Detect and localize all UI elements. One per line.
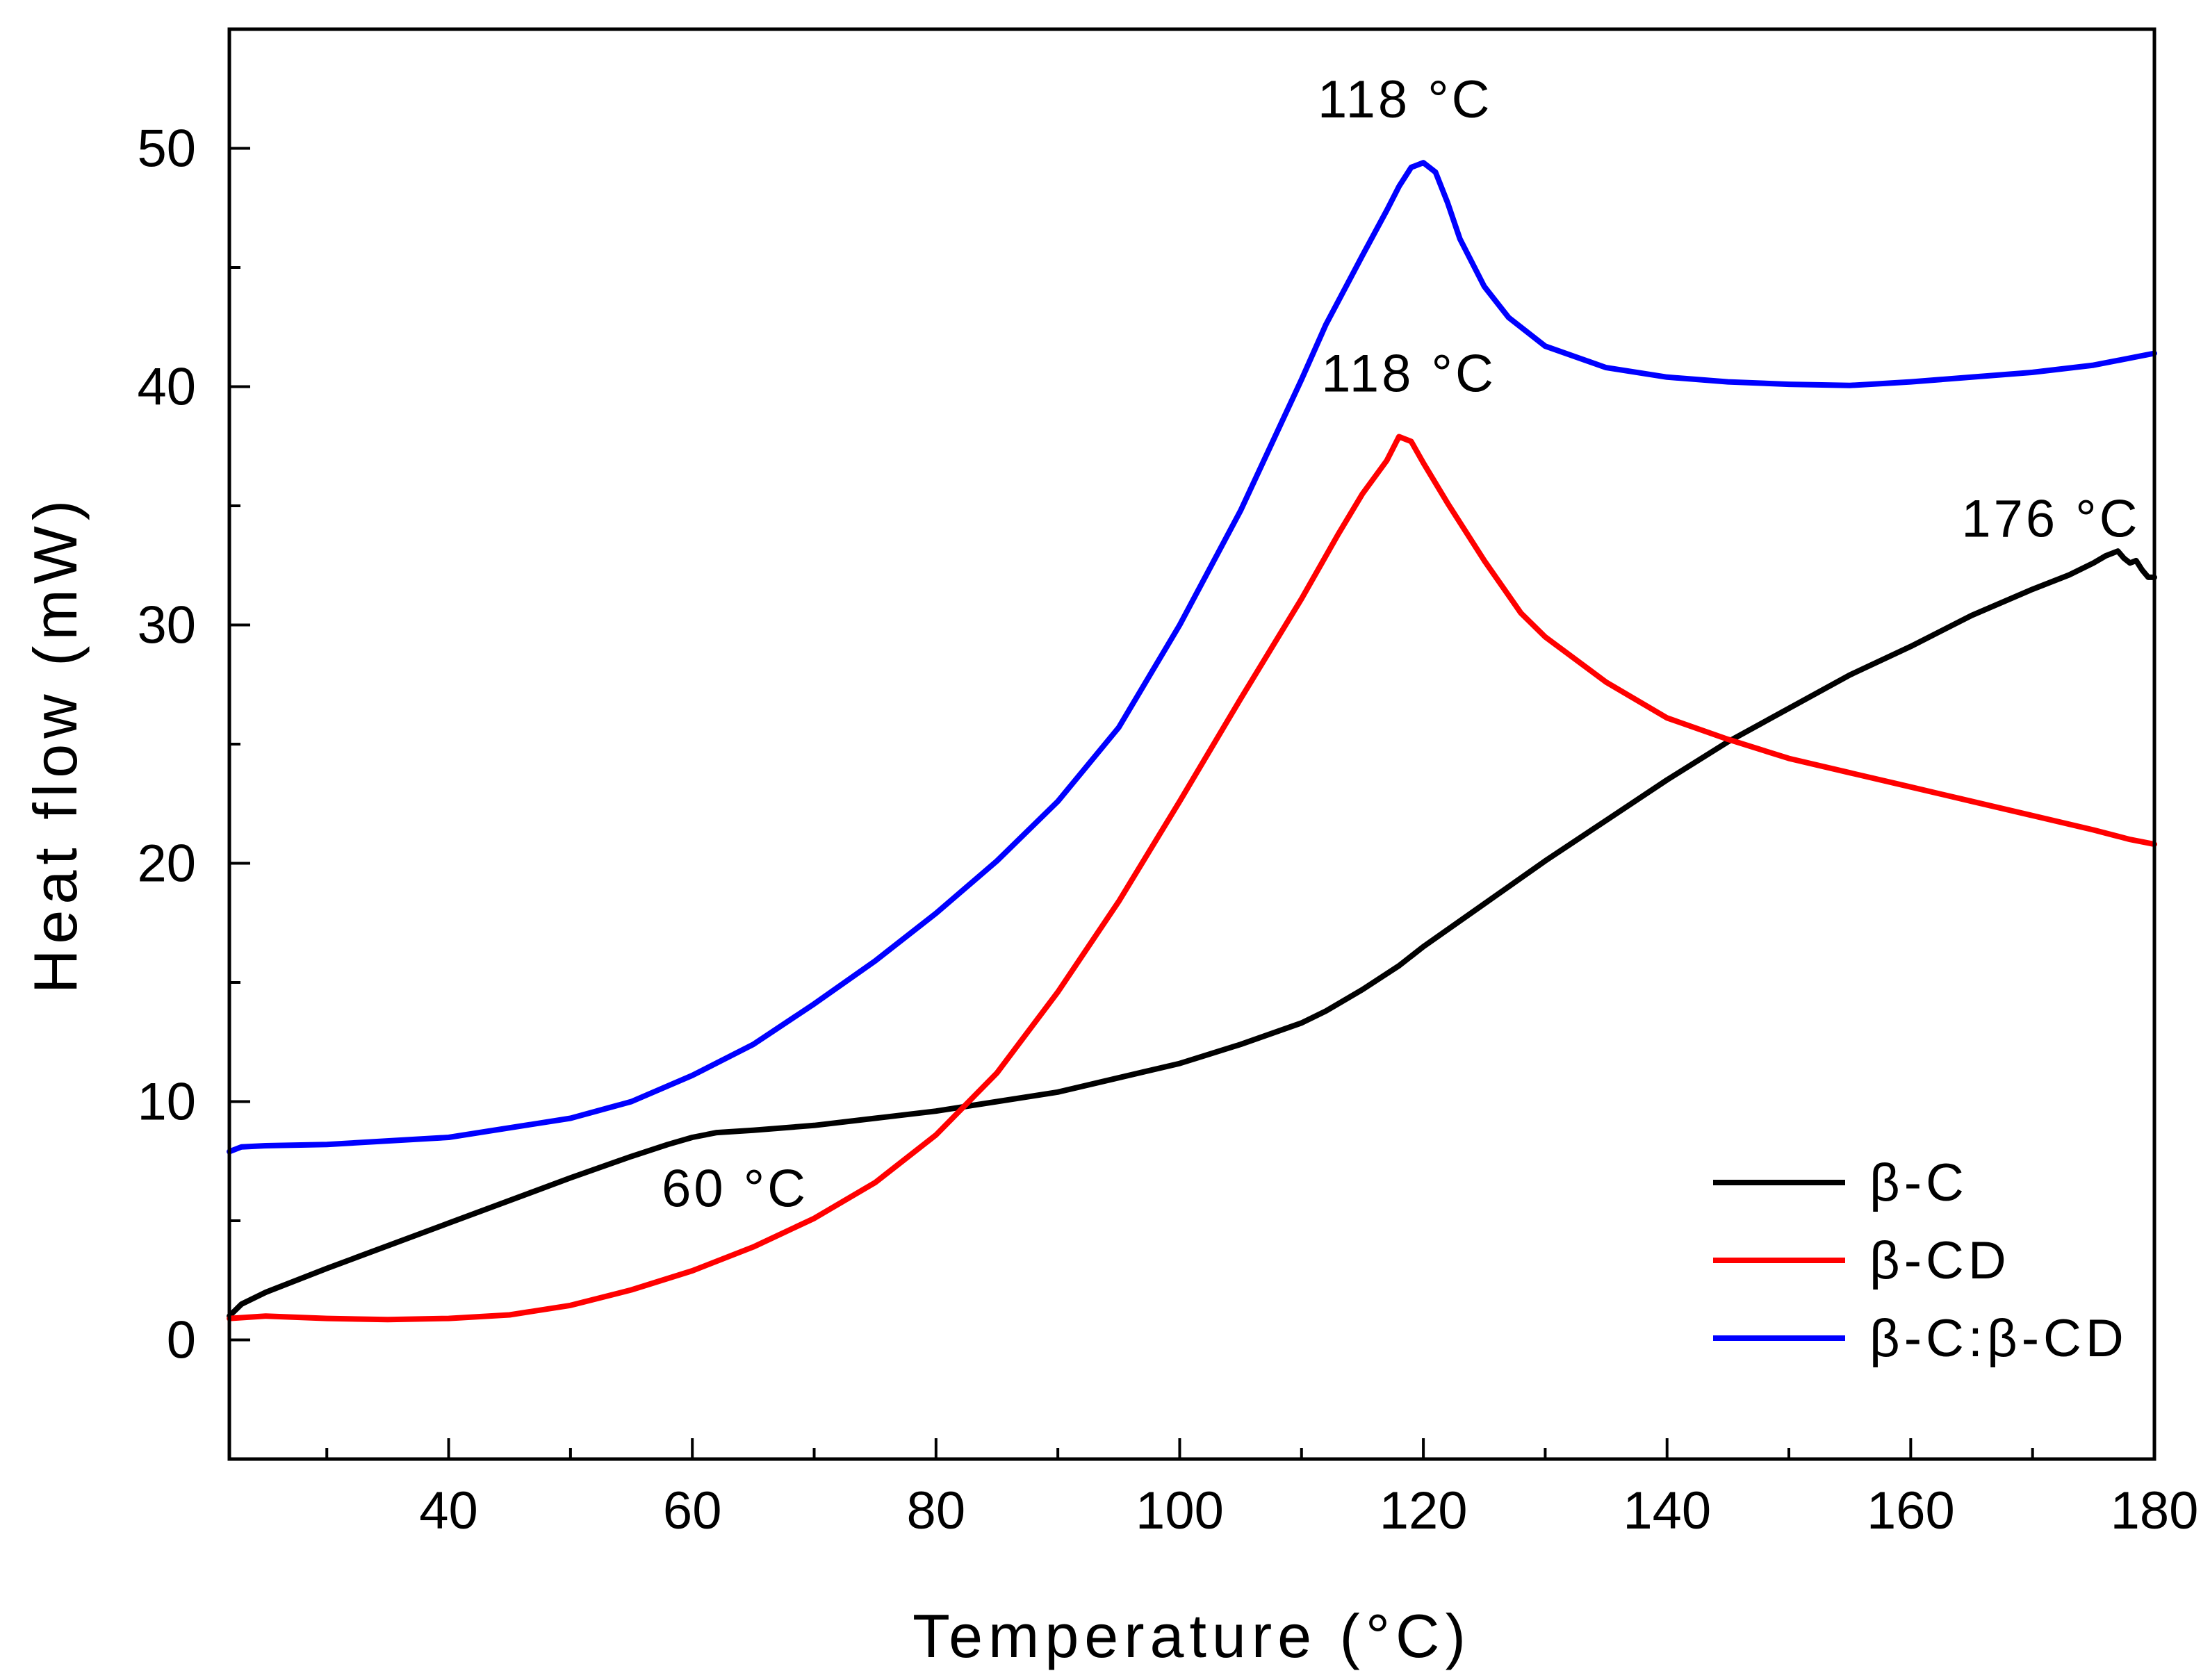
annotation-layer: 118 °C 118 °C 176 °C 60 °C — [662, 70, 2140, 1219]
series-layer — [227, 160, 2157, 1323]
x-axis-title: Temperature (°C) — [912, 1601, 1471, 1670]
y-tick-label: 20 — [137, 834, 196, 893]
x-tick-label: 60 — [663, 1481, 722, 1540]
x-tick-label: 140 — [1623, 1481, 1711, 1540]
series-line-3 — [227, 160, 2157, 1155]
peak-annotation: 60 °C — [662, 1159, 808, 1218]
x-tick-label: 160 — [1867, 1481, 1955, 1540]
peak-annotation: 118 °C — [1321, 344, 1496, 403]
legend-label: β-CD — [1869, 1231, 2011, 1290]
peak-annotation: 176 °C — [1961, 490, 2140, 549]
ticks-layer: 40 60 80 100 120 140 160 180 0 10 20 30 40 50 — [137, 28, 2199, 1540]
plot-frame — [227, 27, 2156, 1461]
series-line-2 — [227, 434, 2157, 1323]
x-tick-label: 80 — [907, 1481, 966, 1540]
y-tick-label: 10 — [137, 1073, 196, 1132]
series-line-1 — [227, 548, 2157, 1319]
plot-area — [229, 29, 2154, 1459]
legend-label: β-C:β-CD — [1869, 1309, 2128, 1368]
peak-annotation: 118 °C — [1318, 70, 1493, 129]
x-tick-label: 180 — [2111, 1481, 2199, 1540]
x-tick-label: 40 — [419, 1481, 478, 1540]
y-axis-title: Heat flow (mW) — [21, 495, 90, 994]
legend-label: β-C — [1869, 1153, 1968, 1212]
y-tick-label: 0 — [167, 1311, 196, 1370]
x-tick-label: 100 — [1136, 1481, 1224, 1540]
y-tick-label: 50 — [137, 120, 196, 179]
y-tick-label: 30 — [137, 596, 196, 655]
legend: β-C β-CD β-C:β-CD — [1713, 1153, 2128, 1368]
x-tick-label: 120 — [1380, 1481, 1468, 1540]
y-tick-label: 40 — [137, 358, 196, 417]
